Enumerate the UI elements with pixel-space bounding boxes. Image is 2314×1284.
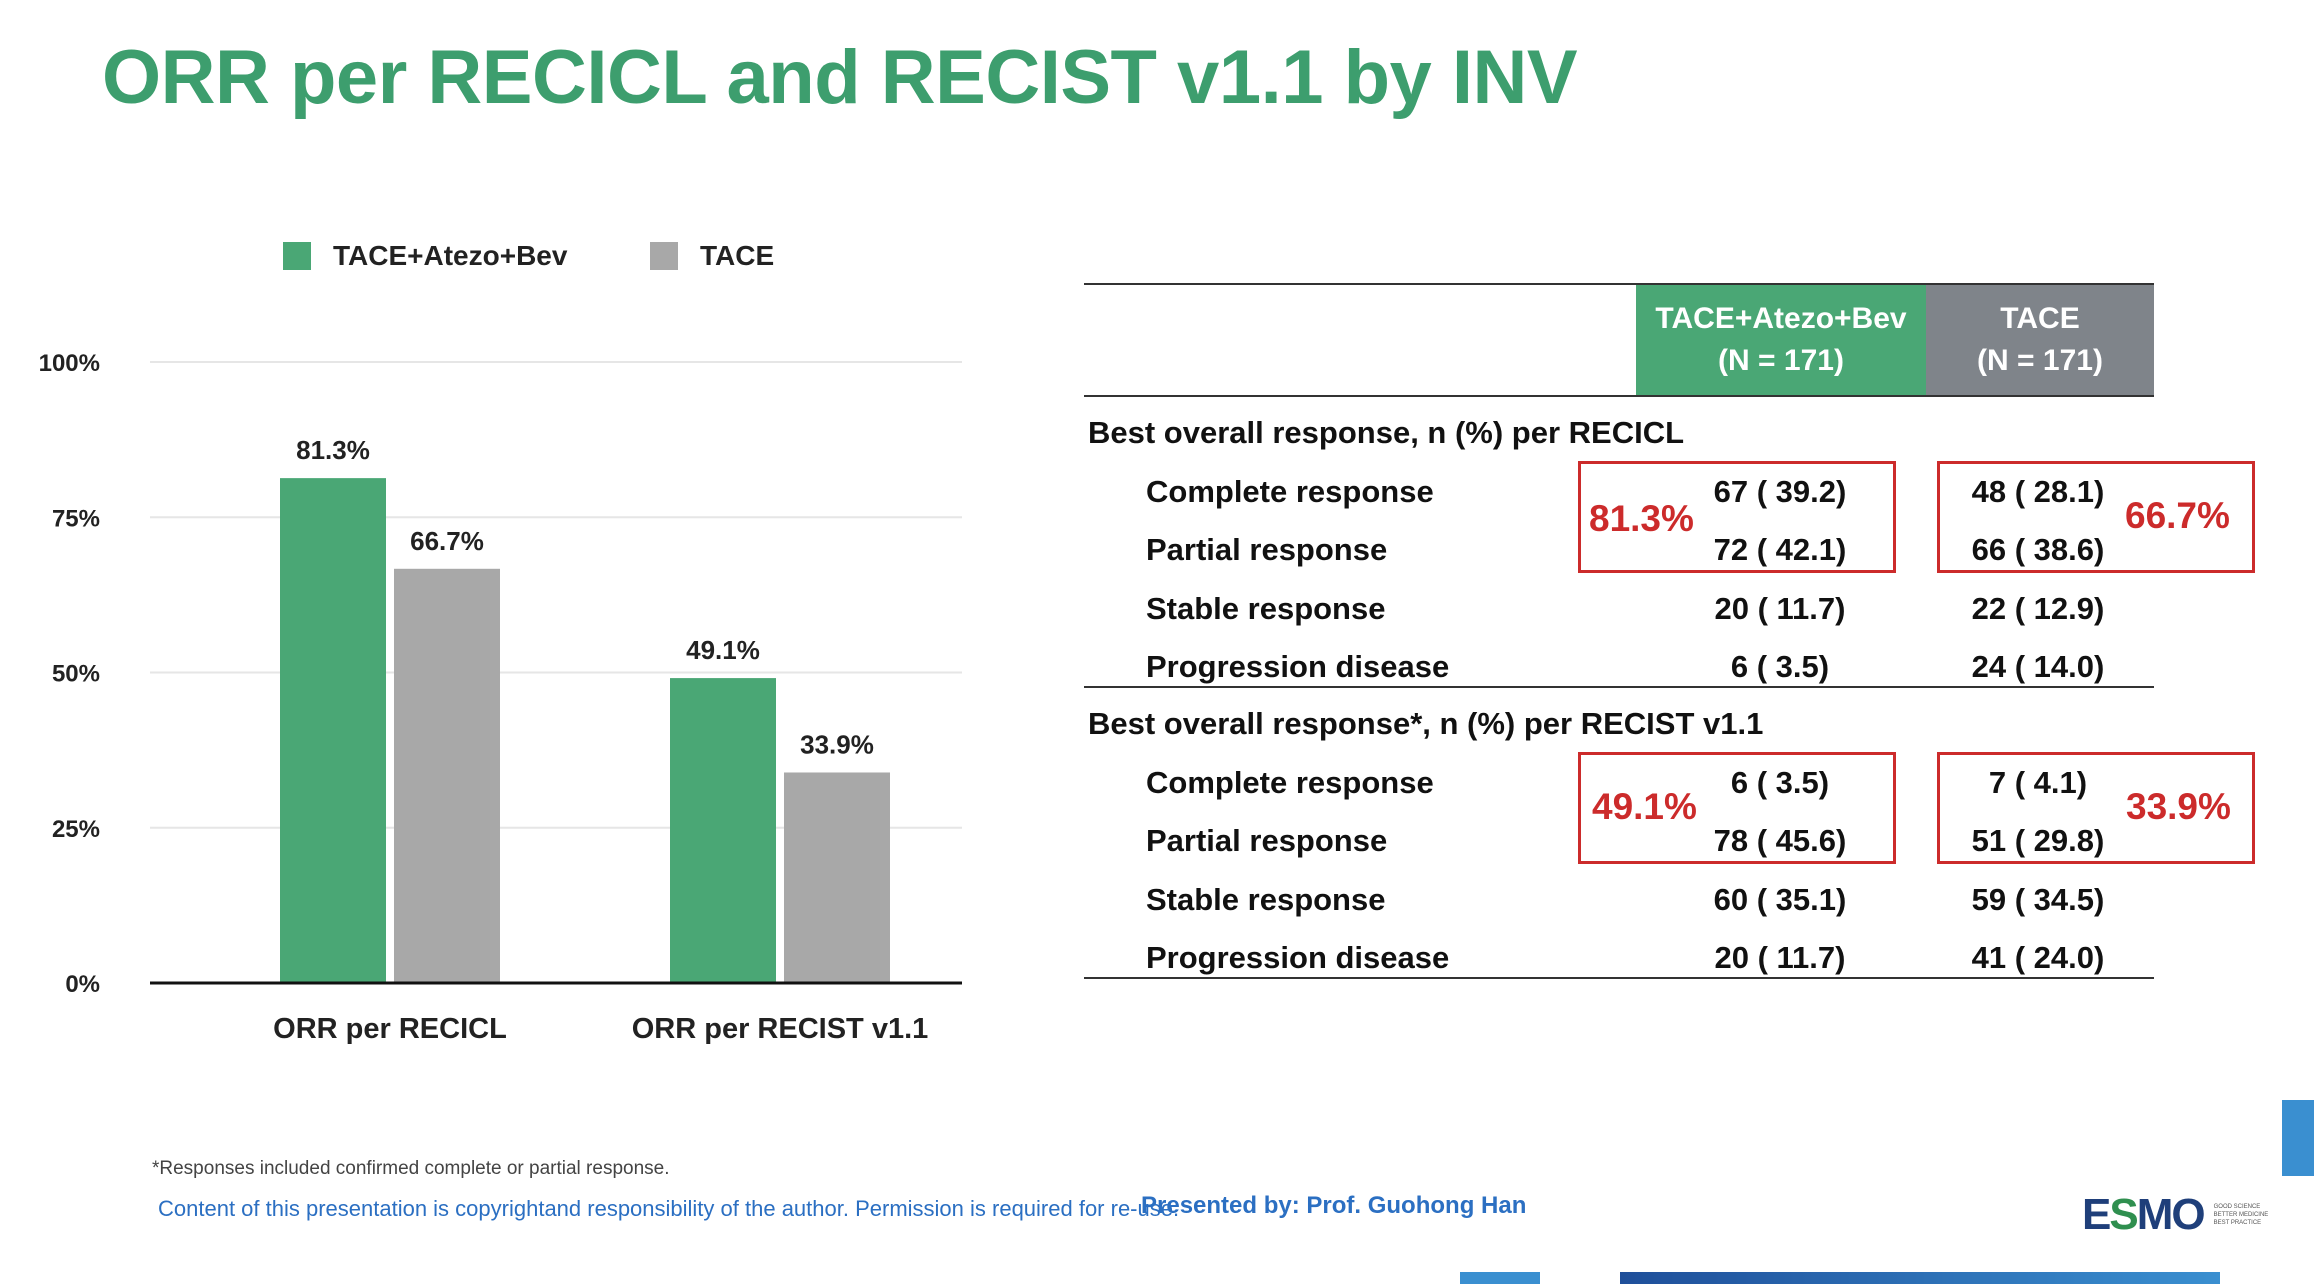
- esmo-tagline: GOOD SCIENCE BETTER MEDICINE BEST PRACTI…: [2213, 1204, 2269, 1226]
- legend-swatch-green: [283, 242, 311, 270]
- orr-highlight-box: [1937, 752, 2255, 864]
- row-label: Stable response: [1146, 882, 1386, 917]
- y-tick-label: 50%: [52, 661, 100, 688]
- orr-percent: 33.9%: [2126, 786, 2231, 827]
- bar: [280, 478, 386, 983]
- presenter-credit: Presented by: Prof. Guohong Han: [1141, 1192, 1527, 1219]
- table-cell: 20 ( 11.7): [1714, 591, 1846, 626]
- row-label: Complete response: [1146, 474, 1434, 509]
- section-title-recist: Best overall response*, n (%) per RECIST…: [1088, 706, 1764, 741]
- orr-percent: 49.1%: [1592, 786, 1697, 827]
- table-cell: 78 ( 45.6): [1713, 823, 1847, 858]
- section-title-recicl: Best overall response, n (%) per RECICL: [1088, 415, 1685, 450]
- legend-item-tace-atezo-bev: TACE+Atezo+Bev: [283, 240, 567, 272]
- header-line2: (N = 171): [1718, 344, 1844, 377]
- esmo-wordmark: ESMO: [2082, 1190, 2206, 1239]
- table-cell: 6 ( 3.5): [1730, 649, 1830, 684]
- table-cell: 60 ( 35.1): [1713, 882, 1847, 917]
- row-label: Partial response: [1146, 532, 1388, 567]
- row-label: Progression disease: [1146, 649, 1450, 684]
- table-header-rule: [1084, 395, 2154, 397]
- bar: [394, 568, 500, 983]
- footnote: *Responses included confirmed complete o…: [152, 1158, 670, 1179]
- decorative-accent: [1620, 1272, 2220, 1284]
- legend-label: TACE: [700, 240, 775, 271]
- table-cell: 66 ( 38.6): [1971, 532, 2105, 567]
- table-bottom-rule: [1084, 977, 2154, 979]
- bar-chart: 0% 25% 50% 75% 100% 81.3% 66.7% ORR per RECICL 4…: [39, 350, 962, 1045]
- orr-percent: 81.3%: [1589, 498, 1694, 539]
- orr-percent: 66.7%: [2125, 495, 2230, 536]
- table-cell: 41 ( 24.0): [1971, 940, 2105, 975]
- table-cell: 24 ( 14.0): [1971, 649, 2105, 684]
- header-line1: TACE: [2000, 302, 2080, 335]
- table-cell: 72 ( 42.1): [1713, 532, 1847, 567]
- decorative-accent: [1460, 1272, 1540, 1284]
- table-cell: 7 ( 4.1): [1988, 765, 2088, 800]
- row-label: Partial response: [1146, 823, 1388, 858]
- row-label: Stable response: [1146, 591, 1386, 626]
- table-top-rule: [1084, 283, 2154, 285]
- x-category-label: ORR per RECIST v1.1: [632, 1013, 929, 1045]
- table-cell: 6 ( 3.5): [1730, 765, 1830, 800]
- orr-highlight-box: [1578, 461, 1896, 573]
- bar: [784, 772, 890, 983]
- table-cell: 59 ( 34.5): [1971, 882, 2105, 917]
- esmo-logo: ESMO GOOD SCIENCE BETTER MEDICINE BEST P…: [2082, 1190, 2268, 1240]
- table-cell: 22 ( 12.9): [1971, 591, 2105, 626]
- bar: [670, 678, 776, 983]
- table-cell: 20 ( 11.7): [1714, 940, 1846, 975]
- copyright-notice: Content of this presentation is copyrigh…: [158, 1196, 1180, 1221]
- y-tick-label: 0%: [65, 971, 100, 998]
- bar-value-label: 81.3%: [296, 435, 370, 465]
- table-section-rule: [1084, 686, 2154, 688]
- page-title: ORR per RECICL and RECIST v1.1 by INV: [102, 35, 1578, 120]
- table-cell: 48 ( 28.1): [1971, 474, 2105, 509]
- x-category-label: ORR per RECICL: [273, 1013, 507, 1045]
- bar-value-label: 33.9%: [800, 729, 874, 759]
- table-cell: 67 ( 39.2): [1713, 474, 1847, 509]
- y-tick-label: 75%: [52, 505, 100, 532]
- header-line1: TACE+Atezo+Bev: [1655, 302, 1907, 335]
- y-tick-label: 25%: [52, 816, 100, 843]
- legend-label: TACE+Atezo+Bev: [333, 240, 568, 271]
- decorative-accent: [2282, 1100, 2314, 1176]
- bar-value-label: 66.7%: [410, 526, 484, 556]
- row-label: Complete response: [1146, 765, 1434, 800]
- table-cell: 51 ( 29.8): [1971, 823, 2105, 858]
- legend-swatch-gray: [650, 242, 678, 270]
- orr-highlight-box: [1578, 752, 1896, 864]
- bar-value-label: 49.1%: [686, 635, 760, 665]
- table-header-tace-atezo-bev: TACE+Atezo+Bev (N = 171): [1636, 285, 1926, 395]
- legend-item-tace: TACE: [650, 240, 774, 272]
- table-header-tace: TACE (N = 171): [1926, 285, 2154, 395]
- row-label: Progression disease: [1146, 940, 1450, 975]
- y-tick-label: 100%: [39, 350, 100, 377]
- header-line2: (N = 171): [1977, 344, 2103, 377]
- orr-highlight-box: [1937, 461, 2255, 573]
